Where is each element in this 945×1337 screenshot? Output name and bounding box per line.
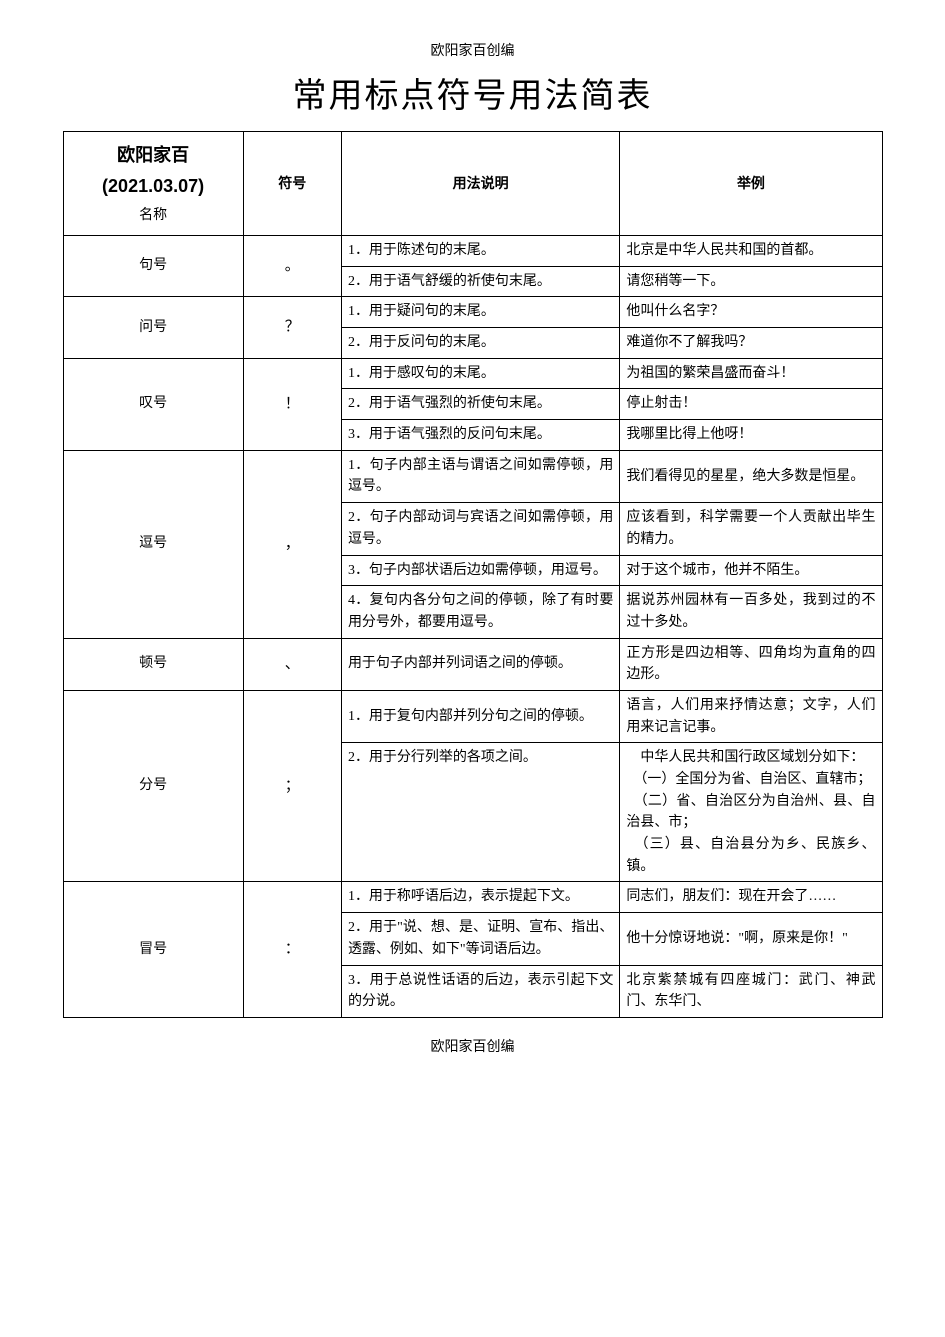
table-row: 冒号 ： 1．用于称呼语后边，表示提起下文。 同志们，朋友们：现在开会了…… <box>63 882 882 913</box>
header-credit: 欧阳家百创编 <box>63 40 883 60</box>
cell-usage: 4．复句内各分句之间的停顿，除了有时要用分号外，都要用逗号。 <box>341 586 619 638</box>
cell-usage: 1．用于复句内部并列分句之间的停顿。 <box>341 690 619 742</box>
cell-example: 他十分惊讶地说："啊，原来是你！" <box>620 913 882 965</box>
col-header-name: 欧阳家百 (2021.03.07) 名称 <box>63 132 243 236</box>
cell-usage: 2．用于语气强烈的祈使句末尾。 <box>341 389 619 420</box>
header-name-sub: 名称 <box>70 203 237 227</box>
cell-symbol: 。 <box>243 235 341 296</box>
cell-usage: 2．句子内部动词与宾语之间如需停顿，用逗号。 <box>341 503 619 555</box>
cell-usage: 1．用于感叹句的末尾。 <box>341 358 619 389</box>
cell-symbol: 、 <box>243 638 341 690</box>
cell-example: 为祖国的繁荣昌盛而奋斗！ <box>620 358 882 389</box>
punctuation-table: 欧阳家百 (2021.03.07) 名称 符号 用法说明 举例 句号 。 1．用… <box>63 131 883 1018</box>
cell-name: 逗号 <box>63 450 243 638</box>
cell-example: 对于这个城市，他并不陌生。 <box>620 555 882 586</box>
cell-usage: 3．用于语气强烈的反问句末尾。 <box>341 420 619 451</box>
cell-symbol: ： <box>243 882 341 1017</box>
cell-example: 应该看到，科学需要一个人贡献出毕生的精力。 <box>620 503 882 555</box>
cell-symbol: ； <box>243 690 341 882</box>
cell-usage: 1．用于称呼语后边，表示提起下文。 <box>341 882 619 913</box>
cell-name: 叹号 <box>63 358 243 450</box>
cell-name: 句号 <box>63 235 243 296</box>
cell-name: 问号 <box>63 297 243 358</box>
cell-name: 顿号 <box>63 638 243 690</box>
cell-example: 据说苏州园林有一百多处，我到过的不过十多处。 <box>620 586 882 638</box>
cell-symbol: ！ <box>243 358 341 450</box>
cell-symbol: ？ <box>243 297 341 358</box>
table-row: 叹号 ！ 1．用于感叹句的末尾。 为祖国的繁荣昌盛而奋斗！ <box>63 358 882 389</box>
cell-usage: 3．用于总说性话语的后边，表示引起下文的分说。 <box>341 965 619 1017</box>
col-header-usage: 用法说明 <box>341 132 619 236</box>
col-header-example: 举例 <box>620 132 882 236</box>
cell-example: 我们看得见的星星，绝大多数是恒星。 <box>620 450 882 502</box>
table-row: 顿号 、 用于句子内部并列词语之间的停顿。 正方形是四边相等、四角均为直角的四边… <box>63 638 882 690</box>
document-page: 欧阳家百创编 常用标点符号用法简表 欧阳家百 (2021.03.07) 名称 符… <box>63 40 883 1056</box>
cell-usage: 2．用于反问句的末尾。 <box>341 328 619 359</box>
cell-usage: 1．句子内部主语与谓语之间如需停顿，用逗号。 <box>341 450 619 502</box>
cell-example: 我哪里比得上他呀！ <box>620 420 882 451</box>
cell-example: 正方形是四边相等、四角均为直角的四边形。 <box>620 638 882 690</box>
cell-example: 北京紫禁城有四座城门：武门、神武门、东华门、 <box>620 965 882 1017</box>
col-header-symbol: 符号 <box>243 132 341 236</box>
cell-usage: 1．用于陈述句的末尾。 <box>341 235 619 266</box>
cell-example: 语言，人们用来抒情达意；文字，人们用来记言记事。 <box>620 690 882 742</box>
cell-usage: 用于句子内部并列词语之间的停顿。 <box>341 638 619 690</box>
footer-credit: 欧阳家百创编 <box>63 1036 883 1056</box>
table-header-row: 欧阳家百 (2021.03.07) 名称 符号 用法说明 举例 <box>63 132 882 236</box>
table-row: 问号 ？ 1．用于疑问句的末尾。 他叫什么名字？ <box>63 297 882 328</box>
table-row: 分号 ； 1．用于复句内部并列分句之间的停顿。 语言，人们用来抒情达意；文字，人… <box>63 690 882 742</box>
document-title: 常用标点符号用法简表 <box>63 68 883 117</box>
table-row: 逗号 ， 1．句子内部主语与谓语之间如需停顿，用逗号。 我们看得见的星星，绝大多… <box>63 450 882 502</box>
example-line: （二）省、自治区分为自治州、县、自治县、市； <box>626 791 875 834</box>
example-line: （一）全国分为省、自治区、直辖市； <box>626 769 875 791</box>
cell-example: 中华人民共和国行政区域划分如下： （一）全国分为省、自治区、直辖市； （二）省、… <box>620 743 882 882</box>
cell-usage: 3．句子内部状语后边如需停顿，用逗号。 <box>341 555 619 586</box>
cell-name: 分号 <box>63 690 243 882</box>
cell-example: 他叫什么名字？ <box>620 297 882 328</box>
example-line: 中华人民共和国行政区域划分如下： <box>626 747 875 769</box>
cell-usage: 2．用于语气舒缓的祈使句末尾。 <box>341 266 619 297</box>
cell-example: 停止射击！ <box>620 389 882 420</box>
cell-example: 请您稍等一下。 <box>620 266 882 297</box>
cell-usage: 2．用于分行列举的各项之间。 <box>341 743 619 882</box>
header-name-date: (2021.03.07) <box>102 176 204 196</box>
cell-example: 难道你不了解我吗？ <box>620 328 882 359</box>
cell-symbol: ， <box>243 450 341 638</box>
example-line: （三）县、自治县分为乡、民族乡、镇。 <box>626 834 875 877</box>
cell-example: 同志们，朋友们：现在开会了…… <box>620 882 882 913</box>
cell-usage: 2．用于"说、想、是、证明、宣布、指出、透露、例如、如下"等词语后边。 <box>341 913 619 965</box>
cell-name: 冒号 <box>63 882 243 1017</box>
cell-example: 北京是中华人民共和国的首都。 <box>620 235 882 266</box>
header-name-main: 欧阳家百 <box>117 145 189 165</box>
cell-usage: 1．用于疑问句的末尾。 <box>341 297 619 328</box>
table-row: 句号 。 1．用于陈述句的末尾。 北京是中华人民共和国的首都。 <box>63 235 882 266</box>
